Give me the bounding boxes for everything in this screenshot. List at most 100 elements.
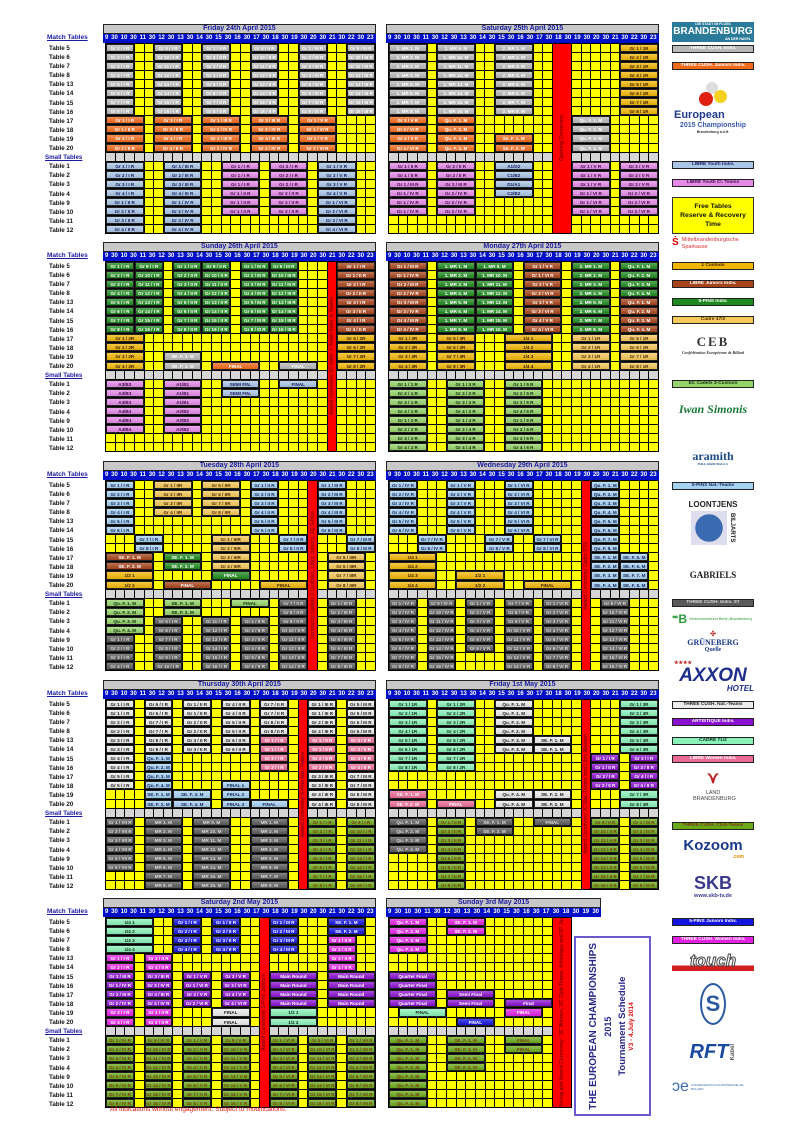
free-slot [475,44,485,53]
time-label: 30 [186,691,194,697]
free-slot [134,508,144,517]
match-slot: Gr 1 / 4 R [446,415,485,424]
match-slot: Gr 2 / I R [106,170,144,179]
separator-cell [514,370,523,379]
match-slot: Gr 9 / IV R [427,598,456,607]
free-slot [173,754,183,763]
free-slot [154,352,163,361]
free-slot [572,442,581,451]
free-slot [408,544,417,553]
free-slot [240,871,250,880]
free-slot [240,754,250,763]
free-slot [231,643,240,652]
free-slot [240,508,250,517]
free-slot [620,415,629,424]
free-slot [231,844,240,853]
free-slot [289,727,298,736]
free-slot [485,661,494,670]
match-slot: Gr 14 / I R [134,307,163,316]
free-slot [106,799,115,808]
match-slot: Gr 13 / IV R [427,634,456,643]
separator-cell [221,370,231,379]
free-slot [356,643,366,652]
separator-cell [183,589,192,598]
time-label: 13 [177,691,184,697]
free-slot [260,188,269,197]
separator-cell [192,808,202,817]
free-slot [427,89,437,98]
free-slot [183,98,192,107]
match-slot: Gr 16 / II R [250,107,279,116]
free-slot [398,224,408,233]
time-label: 21 [328,691,336,697]
separator-cell [620,370,629,379]
free-slot [115,442,125,451]
match-slot: Gr 2 / V R [620,179,658,188]
separator-cell [125,589,134,598]
match-slot: Gr 7 / 2R [337,352,375,361]
free-slot [289,871,298,880]
time-label: 16 [234,35,241,41]
free-slot [260,607,269,616]
free-slot [240,499,250,508]
free-slot [475,343,485,352]
free-slot [366,197,375,206]
time-label: 30 [545,35,553,41]
match-slot: Gr 2 / 2R [106,343,144,352]
match-slot: Gr 7 / VI R [533,535,562,544]
free-slot [308,415,317,424]
free-slot [552,442,562,451]
free-slot [289,553,298,562]
free-slot [317,334,327,343]
match-slot: Gr 13 / VI R [600,634,629,643]
free-slot [600,397,610,406]
free-slot [134,862,144,871]
free-slot [552,397,562,406]
free-slot [134,799,144,808]
separator-cell [154,589,163,598]
free-slot [144,424,154,433]
match-slot: Gr 5 / 2R [337,334,375,343]
match-slot: Gr 1 / 1R [572,334,610,343]
free-slot [446,580,456,589]
separator-cell [115,589,125,598]
free-slot [125,442,134,451]
separator-cell [240,370,250,379]
separator-cell [514,152,523,161]
free-slot [298,307,308,316]
time-label: 13 [177,253,184,259]
free-slot [572,107,581,116]
free-slot [260,415,269,424]
free-slot [279,406,289,415]
free-slot [600,80,610,89]
free-slot [649,544,658,553]
time-label: 23 [649,472,657,478]
free-slot [260,379,269,388]
match-slot: Gr 15 / IV R [427,652,456,661]
free-slot [572,53,581,62]
free-slot [125,790,134,799]
match-slot: Gr 1 / III R [389,179,427,188]
match-slot: Gr 2 / V R [620,161,658,170]
free-slot [144,107,154,116]
free-slot [231,107,240,116]
free-slot [231,289,240,298]
match-slot: SE. F. 6. M [620,562,649,571]
match-slot: Gr 10 / II R [250,53,279,62]
free-slot [427,379,437,388]
free-slot [144,490,154,499]
free-slot [533,562,543,571]
free-slot [485,80,494,89]
match-slot: SE. F. 2. M [163,607,202,616]
free-slot [125,871,134,880]
separator-cell [446,152,456,161]
free-slot [437,481,446,490]
match-slot: Gr 1 / IV R [389,206,427,215]
free-slot [366,161,375,170]
free-slot [514,197,523,206]
free-slot [202,379,211,388]
time-label: 30 [186,35,194,41]
free-slot [620,433,629,442]
match-slot: Gr 1 / II R [389,161,427,170]
time-label: 30 [507,35,515,41]
